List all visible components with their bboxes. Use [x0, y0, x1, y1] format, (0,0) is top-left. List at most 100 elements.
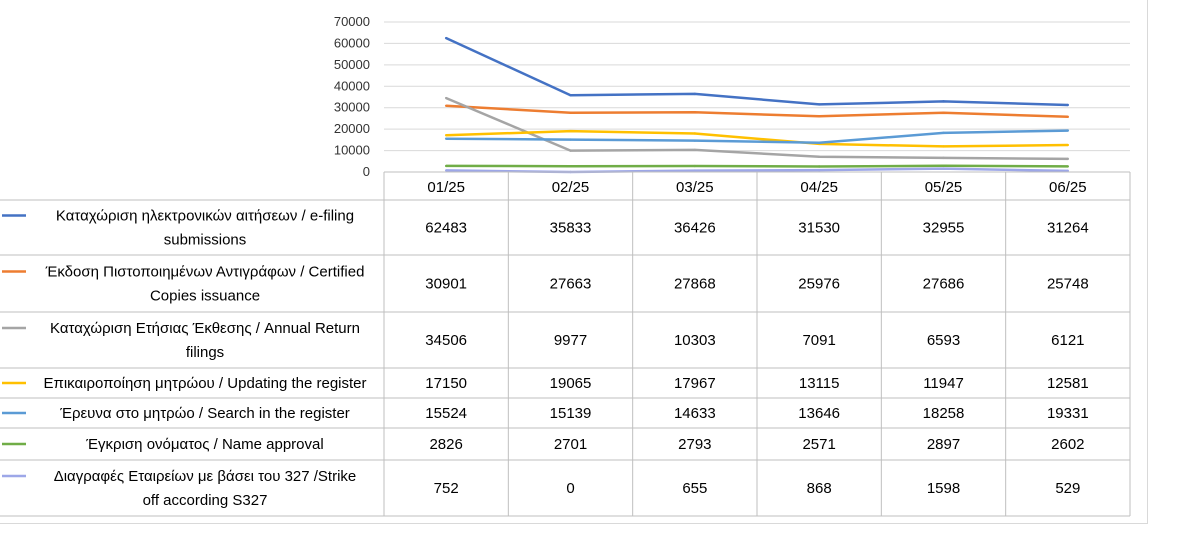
series-line: [446, 129, 1068, 145]
series-point: [1066, 115, 1070, 119]
series-label: Έκδοση Πιστοποιημένων Αντιγράφων / Certi…: [45, 264, 365, 281]
x-category-label: 05/25: [925, 179, 963, 196]
table-cell-value: 6593: [927, 332, 960, 349]
table-cell-value: 31264: [1047, 220, 1089, 237]
x-category-label: 06/25: [1049, 179, 1087, 196]
series-point: [569, 129, 572, 133]
series-label: Copies issuance: [150, 288, 260, 305]
y-tick-label: 50000: [334, 57, 370, 72]
series-point: [817, 115, 821, 118]
series-line: [446, 129, 1068, 148]
table-cell-value: 868: [807, 480, 832, 497]
series-label: off according S327: [143, 492, 268, 509]
series-point: [693, 164, 697, 168]
series-label: Καταχώριση ηλεκτρονικών αιτήσεων / e-fil…: [56, 208, 354, 225]
series-point: [693, 132, 697, 135]
table-cell-value: 19065: [550, 375, 592, 392]
series-label: Επικαιροποίηση μητρώου / Updating the re…: [43, 375, 366, 392]
series-point: [444, 169, 448, 172]
table-cell-value: 31530: [798, 220, 840, 237]
series-point: [942, 167, 945, 170]
series-point: [444, 164, 448, 168]
y-tick-label: 70000: [334, 14, 370, 29]
series-point: [817, 141, 821, 144]
series-point: [942, 145, 945, 148]
series-point: [693, 169, 697, 172]
y-tick-label: 40000: [334, 78, 370, 93]
series-point: [444, 134, 448, 137]
series-point: [1066, 143, 1070, 147]
table-cell-value: 10303: [674, 332, 716, 349]
table-cell-value: 62483: [425, 220, 467, 237]
table-cell-value: 15524: [425, 405, 467, 422]
table-cell-value: 25748: [1047, 276, 1089, 293]
table-cell-value: 27868: [674, 276, 716, 293]
series-point: [569, 111, 572, 114]
series-label: filings: [186, 344, 224, 361]
table-cell-value: 11947: [923, 375, 964, 392]
series-point: [1066, 157, 1070, 161]
table-cell-value: 655: [682, 480, 707, 497]
series-point: [444, 104, 448, 107]
series-point: [1066, 165, 1070, 168]
series-label: Καταχώριση Ετήσιας Έκθεσης / Annual Retu…: [50, 320, 360, 337]
y-tick-label: 30000: [334, 100, 370, 115]
table-cell-value: 2571: [802, 436, 835, 453]
x-category-label: 04/25: [800, 179, 838, 196]
series-label: Έγκριση ονόματος / Name approval: [85, 436, 323, 453]
series-point: [569, 149, 572, 152]
table-cell-value: 15139: [550, 405, 592, 422]
series-point: [569, 94, 572, 97]
table-cell-value: 27686: [923, 276, 965, 293]
table-cell-value: 0: [566, 480, 574, 497]
series-point: [569, 165, 572, 168]
table-cell-value: 2701: [554, 436, 587, 453]
series-point: [942, 111, 945, 114]
series-point: [942, 131, 945, 135]
series-point: [817, 103, 821, 106]
x-category-label: 01/25: [427, 179, 465, 196]
series-line: [446, 167, 1068, 174]
table-cell-value: 25976: [798, 276, 840, 293]
table-cell-value: 1598: [927, 480, 960, 497]
series-line: [446, 164, 1068, 168]
table-cell-value: 35833: [550, 220, 592, 237]
series-point: [444, 96, 448, 100]
series-point: [942, 164, 945, 167]
series-point: [817, 155, 821, 159]
series-line: [446, 104, 1068, 119]
x-category-label: 02/25: [552, 179, 590, 196]
table-cell-value: 12581: [1047, 375, 1089, 392]
table-cell-value: 2602: [1051, 436, 1084, 453]
table-cell-value: 34506: [425, 332, 467, 349]
y-tick-label: 10000: [334, 143, 370, 158]
chart-frame: [0, 0, 1148, 524]
table-cell-value: 2793: [678, 436, 711, 453]
table-cell-value: 6121: [1051, 332, 1084, 349]
series-point: [817, 165, 821, 168]
table-cell-value: 36426: [674, 220, 716, 237]
table-cell-value: 27663: [550, 276, 592, 293]
series-point: [693, 111, 697, 114]
series-point: [693, 139, 697, 142]
x-category-label: 03/25: [676, 179, 714, 196]
y-tick-label: 60000: [334, 35, 370, 50]
series-point: [444, 137, 448, 140]
table-cell-value: 2897: [927, 436, 960, 453]
table-cell-value: 752: [434, 480, 459, 497]
series-label: Έρευνα στο μητρώο / Search in the regist…: [59, 405, 350, 422]
series-point: [1066, 103, 1070, 107]
series-point: [693, 92, 697, 96]
series-label: Διαγραφές Εταιρείων με βάσει του 327 /St…: [54, 468, 357, 485]
table-cell-value: 529: [1055, 480, 1080, 497]
series-line: [445, 36, 1068, 107]
series-label: submissions: [164, 232, 247, 249]
table-cell-value: 14633: [674, 405, 716, 422]
table-cell-value: 30901: [425, 276, 467, 293]
table-cell-value: 2826: [429, 436, 462, 453]
series-point: [693, 148, 697, 152]
table-cell-value: 18258: [923, 405, 965, 422]
series-point: [1066, 129, 1070, 132]
series-point: [444, 36, 448, 40]
